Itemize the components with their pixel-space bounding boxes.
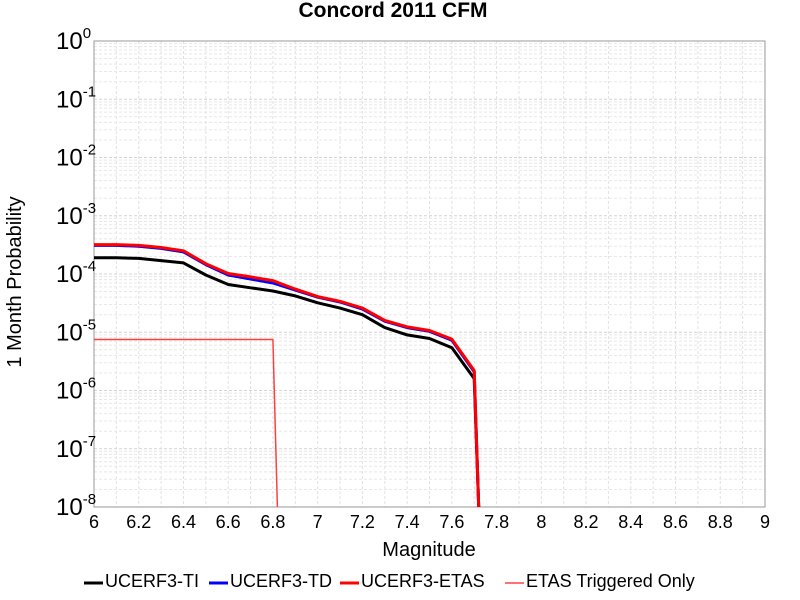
y-tick-label: 10-1 bbox=[56, 83, 96, 113]
x-tick-labels: 6 6.2 6.4 6.6 6.8 7 7.2 7.4 7.6 7.8 8 8.2 8.4 8.6 8.8 9 bbox=[89, 512, 770, 532]
y-axis-label: 1 Month Probability bbox=[4, 196, 26, 367]
x-tick-label: 8.8 bbox=[708, 512, 733, 532]
x-tick-label: 7 bbox=[313, 512, 323, 532]
legend-label-2: UCERF3-ETAS bbox=[361, 571, 485, 591]
y-tick-label: 10-5 bbox=[56, 316, 96, 346]
chart-title: Concord 2011 CFM bbox=[298, 0, 487, 22]
legend-label-3: ETAS Triggered Only bbox=[526, 571, 695, 591]
series-lines bbox=[94, 243, 481, 508]
x-tick-label: 7.4 bbox=[395, 512, 420, 532]
x-tick-label: 8.6 bbox=[663, 512, 688, 532]
x-tick-label: 6.6 bbox=[216, 512, 241, 532]
plot-area bbox=[93, 40, 766, 508]
x-tick-label: 6 bbox=[89, 512, 99, 532]
series-line-0 bbox=[94, 256, 481, 508]
series-line-3 bbox=[94, 338, 279, 508]
x-tick-label: 6.4 bbox=[171, 512, 196, 532]
y-tick-labels: 100 10-1 10-2 10-3 10-4 10-5 10-6 10-7 10-8 bbox=[56, 25, 96, 521]
legend-label-1: UCERF3-TD bbox=[230, 571, 332, 591]
x-tick-label: 7.2 bbox=[350, 512, 375, 532]
y-tick-label: 10-2 bbox=[56, 142, 96, 172]
y-tick-label: 10-7 bbox=[56, 433, 96, 463]
y-tick-label: 10-6 bbox=[56, 375, 96, 405]
y-tick-label: 10-4 bbox=[56, 258, 96, 288]
x-tick-label: 7.6 bbox=[439, 512, 464, 532]
x-tick-label: 6.2 bbox=[126, 512, 151, 532]
x-tick-label: 6.8 bbox=[260, 512, 285, 532]
x-tick-label: 8.4 bbox=[618, 512, 643, 532]
x-tick-label: 9 bbox=[760, 512, 770, 532]
series-line-2 bbox=[94, 243, 481, 508]
x-tick-label: 8.2 bbox=[574, 512, 599, 532]
x-tick-label: 7.8 bbox=[484, 512, 509, 532]
y-tick-label: 10-8 bbox=[56, 491, 96, 521]
y-tick-label: 100 bbox=[56, 25, 91, 55]
legend-label-0: UCERF3-TI bbox=[105, 571, 199, 591]
x-tick-label: 8 bbox=[536, 512, 546, 532]
x-axis-label: Magnitude bbox=[382, 539, 475, 561]
y-tick-label: 10-3 bbox=[56, 200, 96, 230]
legend: UCERF3-TI UCERF3-TD UCERF3-ETAS ETAS Trigge… bbox=[84, 571, 695, 591]
